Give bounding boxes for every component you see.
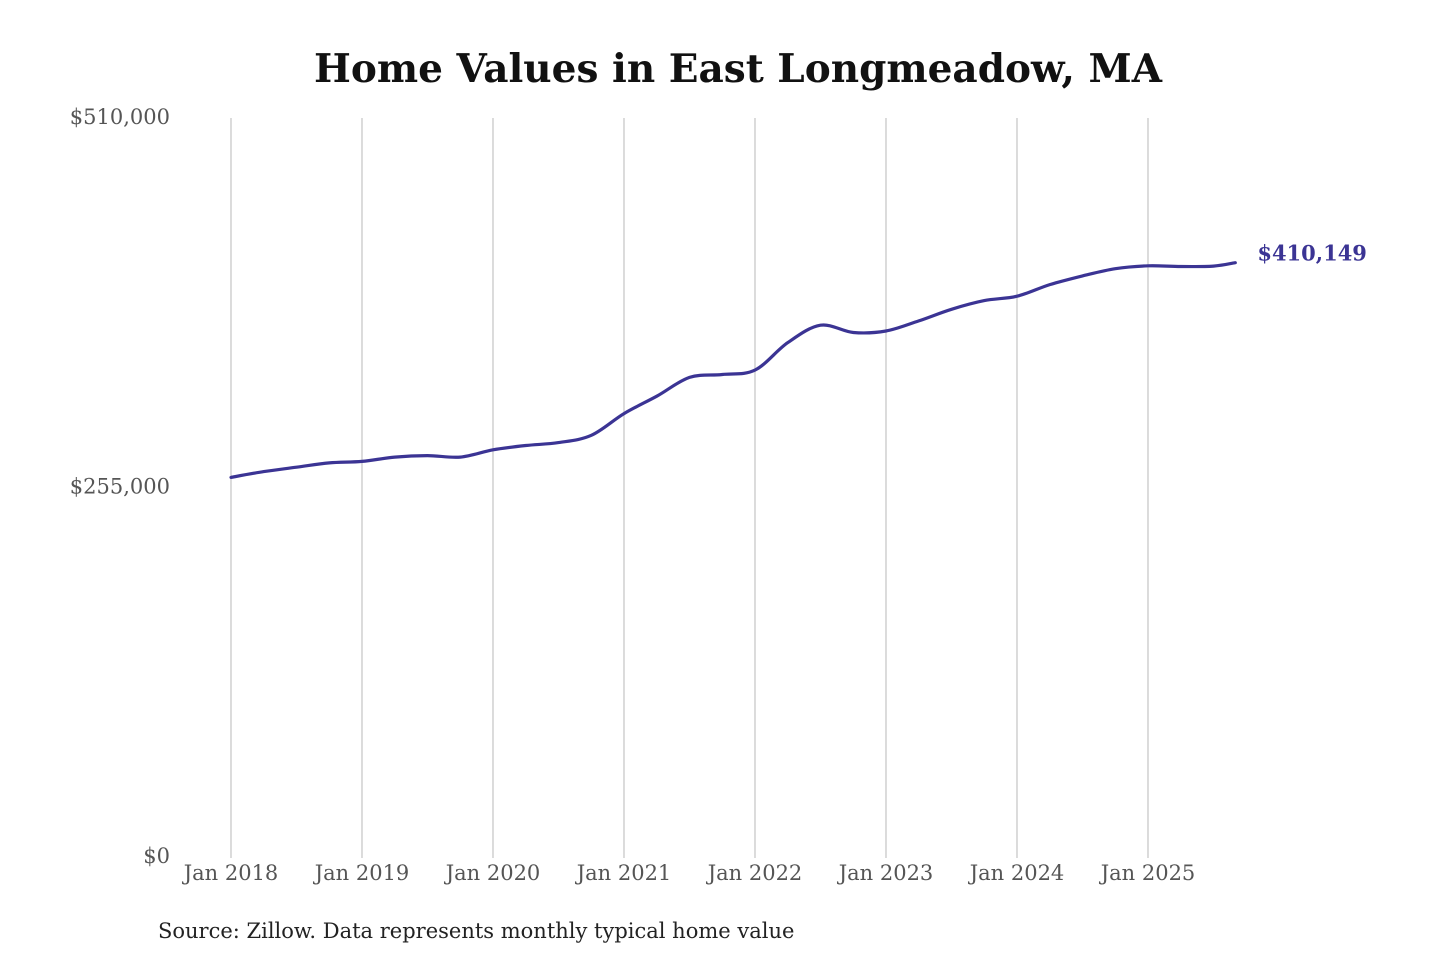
y-tick-label: $510,000 (70, 105, 170, 129)
x-tick-label: Jan 2025 (1099, 861, 1196, 885)
y-tick-label: $0 (143, 844, 170, 868)
x-tick-label: Jan 2018 (182, 861, 279, 885)
y-tick-label: $255,000 (70, 475, 170, 499)
end-value-label: $410,149 (1257, 241, 1367, 266)
chart-title: Home Values in East Longmeadow, MA (314, 46, 1163, 92)
y-axis-ticks: $0 $255,000 $510,000 (70, 105, 170, 868)
chart-source-note: Source: Zillow. Data represents monthly … (158, 919, 794, 943)
gridlines (230, 118, 1149, 858)
x-tick-label: Jan 2023 (837, 861, 934, 885)
x-tick-label: Jan 2020 (444, 861, 541, 885)
x-tick-label: Jan 2019 (313, 861, 410, 885)
x-tick-label: Jan 2022 (706, 861, 803, 885)
series-line-0 (229, 261, 1237, 479)
x-tick-label: Jan 2024 (968, 861, 1065, 885)
series-group: $410,149 (229, 241, 1367, 479)
x-tick-label: Jan 2021 (575, 861, 672, 885)
x-axis-ticks: Jan 2018 Jan 2019 Jan 2020 Jan 2021 Jan 2022… (182, 861, 1196, 885)
